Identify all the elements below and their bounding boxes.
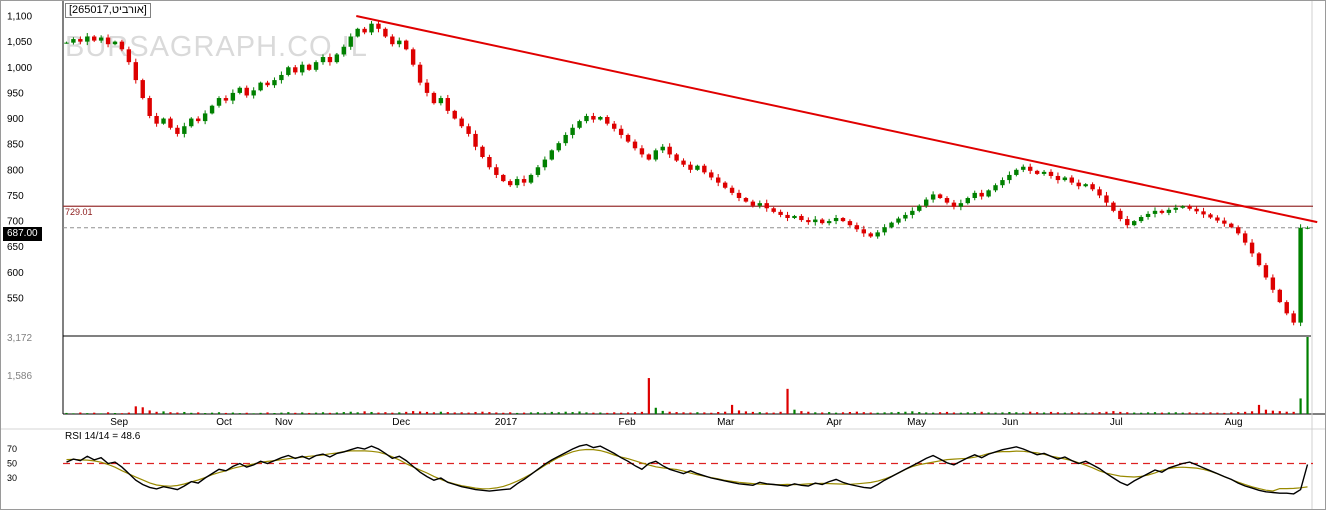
volume-bars [65, 337, 1309, 414]
resistance-price-label: 729.01 [65, 207, 93, 217]
month-label: May [907, 417, 926, 428]
month-label: Oct [216, 417, 232, 428]
month-label: Aug [1225, 417, 1243, 428]
price-tick: 850 [7, 140, 24, 151]
price-tick: 1,100 [7, 11, 32, 22]
price-tick: 950 [7, 88, 24, 99]
price-tick: 750 [7, 191, 24, 202]
price-tick: 550 [7, 293, 24, 304]
price-tick: 800 [7, 165, 24, 176]
month-label: Sep [110, 417, 128, 428]
volume-tick: 1,586 [7, 371, 32, 382]
last-price-tag: 687.00 [3, 227, 42, 241]
month-label: Jun [1002, 417, 1018, 428]
month-label: Jul [1110, 417, 1123, 428]
price-tick: 650 [7, 242, 24, 253]
month-label: Feb [618, 417, 636, 428]
month-label: Apr [826, 417, 842, 428]
price-tick: 900 [7, 114, 24, 125]
volume-tick: 3,172 [7, 333, 32, 344]
month-label: Nov [275, 417, 293, 428]
candlestick-series [64, 20, 1310, 327]
price-tick: 600 [7, 268, 24, 279]
price-tick: 700 [7, 217, 24, 228]
month-label: Mar [717, 417, 735, 428]
trendline[interactable] [356, 15, 1318, 224]
month-label: Dec [392, 417, 410, 428]
rsi-tick: 50 [7, 459, 17, 469]
rsi-pane [66, 443, 1309, 495]
rsi-indicator-label: RSI 14/14 = 48.6 [65, 431, 141, 442]
trendline-layer [356, 15, 1318, 224]
rsi-tick: 70 [7, 444, 17, 454]
watermark: BURSAGRAPH.CO.IL [65, 31, 368, 63]
price-tick: 1,000 [7, 63, 32, 74]
rsi-tick: 30 [7, 473, 17, 483]
axis-labels: 1,100 1,050 1,000 950 900 850 800 750 700 650 600 5… [7, 11, 1243, 483]
month-label: 2017 [495, 417, 518, 428]
price-tick: 1,050 [7, 37, 32, 48]
ticker-title: [265017,אורביט] [65, 3, 151, 18]
